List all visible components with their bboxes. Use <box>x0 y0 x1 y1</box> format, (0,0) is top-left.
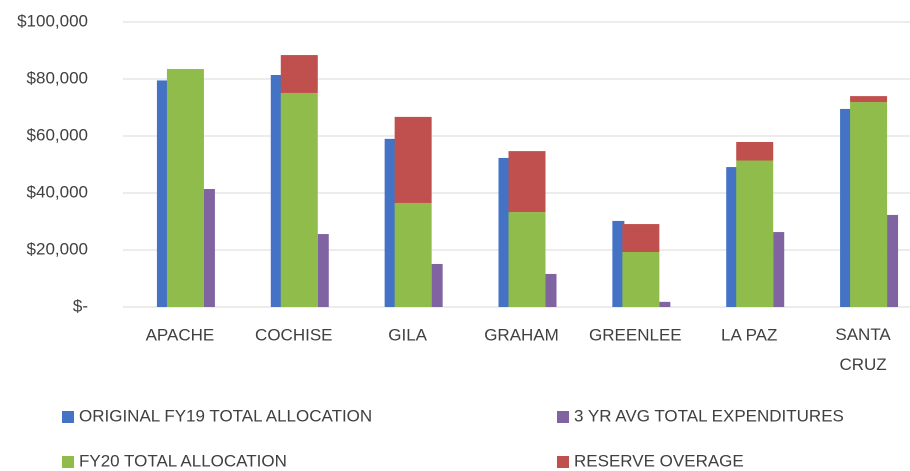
bar <box>394 116 432 203</box>
legend-swatch <box>557 456 569 468</box>
bar <box>431 263 443 307</box>
x-tick-label: APACHE <box>146 325 215 344</box>
bar <box>840 108 853 307</box>
bar <box>850 102 888 308</box>
legend-swatch <box>557 411 569 423</box>
bar <box>203 189 215 307</box>
bar <box>622 251 660 307</box>
bar <box>280 92 318 307</box>
bar <box>659 301 671 307</box>
bar <box>280 55 318 93</box>
bar <box>773 232 785 307</box>
x-tick-label: GILA <box>388 325 427 344</box>
bar <box>384 138 397 307</box>
y-tick-label: $20,000 <box>27 239 88 258</box>
bar <box>508 151 546 213</box>
bar <box>887 214 899 307</box>
x-tick-label: COCHISE <box>255 325 332 344</box>
y-tick-label: $60,000 <box>27 125 88 144</box>
y-tick-label: $- <box>73 296 88 315</box>
y-tick-label: $100,000 <box>17 11 88 30</box>
bar <box>850 96 888 103</box>
y-tick-label: $80,000 <box>27 68 88 87</box>
bar <box>612 220 625 307</box>
x-tick-label: GREENLEE <box>589 325 682 344</box>
bar <box>736 141 774 161</box>
legend-label: 3 YR AVG TOTAL EXPENDITURES <box>574 406 844 425</box>
bar <box>156 80 169 307</box>
bar <box>622 224 660 252</box>
x-tick-label: LA PAZ <box>721 325 777 344</box>
bar <box>166 69 204 308</box>
bar <box>317 234 329 307</box>
legend-label: FY20 TOTAL ALLOCATION <box>79 451 287 470</box>
bar <box>394 202 432 307</box>
legend-swatch <box>62 456 74 468</box>
legend-swatch <box>62 411 74 423</box>
legend-label: RESERVE OVERAGE <box>574 451 744 470</box>
bar <box>508 212 546 307</box>
bar <box>498 157 511 307</box>
y-tick-label: $40,000 <box>27 182 88 201</box>
x-tick-label: GRAHAM <box>484 325 559 344</box>
legend-label: ORIGINAL FY19 TOTAL ALLOCATION <box>79 406 372 425</box>
bar <box>545 273 557 307</box>
bar <box>726 167 739 307</box>
x-tick-label: SANTA CRUZ <box>835 325 891 374</box>
bar <box>270 75 283 307</box>
bar <box>736 160 774 307</box>
